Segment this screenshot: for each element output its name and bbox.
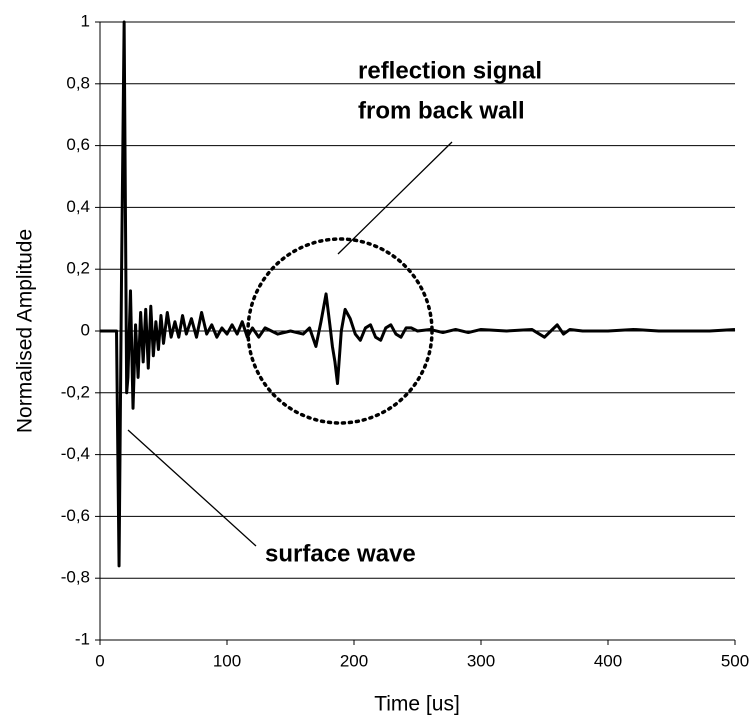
leader-line	[127, 429, 257, 547]
data-line	[100, 20, 736, 568]
x-tick-label: 300	[467, 651, 495, 670]
y-tick-label: -0,6	[61, 506, 90, 525]
y-axis-title: Normalised Amplitude	[14, 229, 37, 433]
annotation: reflection signal	[358, 57, 542, 84]
y-tick-label: 0,8	[66, 73, 90, 92]
x-tick-label: 200	[340, 651, 368, 670]
y-tick-label: 0,2	[66, 259, 90, 278]
x-tick-label: 0	[95, 651, 104, 670]
x-tick-label: 400	[594, 651, 622, 670]
annotation: from back wall	[358, 97, 525, 124]
y-tick-label: 0,4	[66, 197, 90, 216]
x-axis-title: Time [us]	[374, 693, 460, 716]
y-tick-label: -0,2	[61, 382, 90, 401]
y-tick-label: -0,4	[61, 444, 90, 463]
y-tick-label: 0,6	[66, 135, 90, 154]
x-tick-label: 100	[213, 651, 241, 670]
y-tick-label: -0,8	[61, 568, 90, 587]
x-tick-label: 500	[721, 651, 749, 670]
annotation: surface wave	[265, 540, 416, 567]
y-tick-label: -1	[75, 629, 90, 648]
y-tick-label: 1	[81, 11, 90, 30]
leader-line	[337, 141, 453, 255]
y-tick-label: 0	[81, 320, 90, 339]
